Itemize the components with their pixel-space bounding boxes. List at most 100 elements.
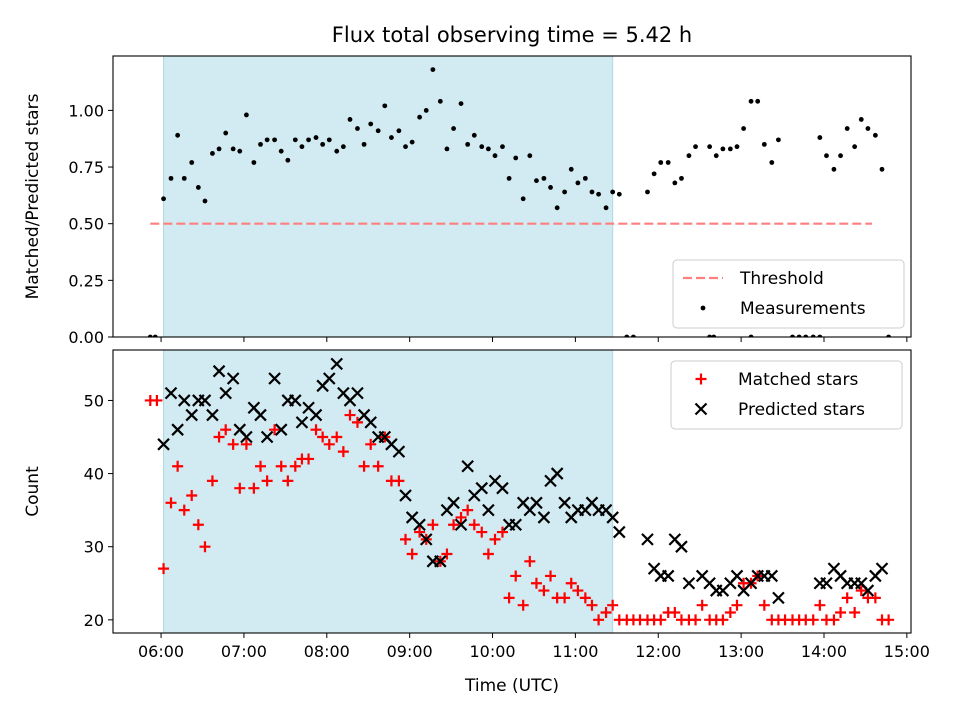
measurements-point [168, 175, 174, 181]
predicted-stars-point [274, 423, 288, 436]
measurements-point [658, 160, 664, 165]
predicted-stars-point [730, 569, 744, 583]
measurements-point [803, 334, 809, 337]
predicted-stars-point [309, 408, 323, 422]
x-tick-label: 09:00 [387, 642, 433, 661]
predicted-stars-point [419, 533, 433, 546]
matched-stars-point [517, 599, 529, 611]
measurements-point [513, 155, 519, 161]
matched-stars-point [427, 519, 439, 531]
measurements-point [417, 114, 423, 120]
measurements-point [202, 198, 208, 204]
measurements-point [776, 137, 781, 143]
predicted-stars-point [212, 364, 226, 378]
x-tick-label: 15:00 [884, 642, 930, 661]
measurements-point [230, 146, 236, 152]
measurements-point [761, 141, 767, 147]
matched-stars-point [331, 431, 343, 443]
measurements-point [382, 103, 388, 109]
predicted-stars-point [330, 357, 344, 371]
predicted-stars-point [164, 386, 178, 400]
matched-stars-point [344, 409, 356, 421]
x-tick-label: 11:00 [552, 642, 598, 661]
legend-label: Matched stars [738, 370, 858, 390]
matched-stars-point [406, 548, 418, 560]
predicted-stars-point [772, 591, 785, 605]
axes-frame [112, 349, 912, 634]
measurements-point [865, 126, 871, 131]
measurements-point [403, 144, 408, 150]
measurements-point [506, 175, 512, 181]
matched-stars-point [269, 424, 281, 436]
measurements-point [817, 334, 823, 337]
matched-stars-point [524, 555, 536, 567]
measurements-point [423, 107, 429, 113]
matched-stars-point [593, 614, 605, 626]
matched-stars-point [455, 511, 467, 523]
predicted-stars-point [254, 408, 267, 422]
measurements-point [707, 334, 713, 337]
measurements-point [326, 137, 332, 143]
measurements-point [147, 334, 153, 337]
legend-box [670, 360, 903, 430]
predicted-stars-point [392, 445, 406, 458]
measurements-point [630, 334, 636, 337]
predicted-stars-point [289, 394, 302, 407]
measurements-point [299, 144, 305, 150]
measurements-point [210, 151, 215, 156]
matched-stars-point [372, 460, 384, 472]
predicted-stars-point [157, 438, 170, 451]
predicted-stars-point [765, 569, 779, 583]
matched-stars-point [883, 614, 895, 626]
predicted-stars-point [198, 394, 212, 407]
measurements-point [465, 141, 471, 147]
matched-stars-point [240, 438, 252, 450]
y-tick-label: 30 [84, 538, 104, 557]
matched-stars-point [151, 394, 163, 406]
matched-stars-point [586, 599, 598, 611]
predicted-stars-point [434, 555, 447, 568]
matched-stars-point [199, 541, 211, 553]
measurements-point [665, 160, 671, 165]
measurements-point [562, 189, 568, 195]
measurements-point [306, 137, 311, 143]
matched-stars-point [261, 475, 273, 487]
x-tick-label: 08:00 [304, 642, 350, 661]
measurements-point [886, 334, 892, 337]
measurements-point [278, 148, 284, 154]
predicted-stars-point [461, 459, 474, 473]
predicted-stars-point [226, 372, 240, 385]
matched-stars-point [282, 475, 294, 487]
x-tick-label: 14:00 [801, 642, 847, 661]
matched-stars-point [869, 592, 881, 604]
measurements-point [651, 171, 657, 177]
matched-stars-point [351, 416, 363, 428]
data-points [147, 67, 892, 337]
matched-stars-point [696, 599, 708, 611]
measurements-point [582, 175, 588, 181]
measurements-point [616, 191, 622, 197]
predicted-stars-point [268, 372, 281, 385]
predicted-stars-point [177, 394, 191, 407]
measurements-point [237, 148, 243, 154]
measurements-point [686, 153, 692, 159]
predicted-stars-point [454, 518, 468, 532]
matched-stars-point [317, 431, 329, 443]
matched-stars-point [545, 570, 557, 582]
measurements-point [711, 334, 717, 337]
measurements-point [313, 135, 319, 140]
predicted-stars-point [240, 430, 253, 444]
top-panel-ratio: 0.00 0.25 0.50 0.75 1.00 Matched/Predicted st… [23, 55, 912, 347]
matched-stars-point [192, 519, 204, 531]
measurements-point [285, 157, 291, 163]
legend-label: Predicted stars [738, 400, 865, 420]
measurements-point [500, 144, 505, 150]
matched-stars-point [579, 592, 591, 604]
matched-stars-point [358, 460, 370, 472]
matched-stars-point [448, 519, 460, 531]
matched-stars-point [158, 563, 170, 575]
y-tick-label: 0.25 [68, 271, 104, 290]
measurements-point [548, 185, 553, 190]
data-points [144, 357, 895, 626]
legend-box [672, 259, 905, 329]
